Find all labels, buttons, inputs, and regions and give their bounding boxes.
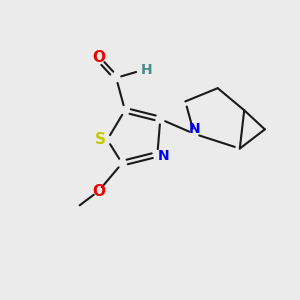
Text: S: S [95, 132, 106, 147]
Text: O: O [92, 50, 105, 65]
Text: O: O [92, 184, 105, 199]
Text: N: N [158, 149, 169, 163]
Text: N: N [188, 122, 200, 136]
Text: H: H [141, 64, 152, 77]
